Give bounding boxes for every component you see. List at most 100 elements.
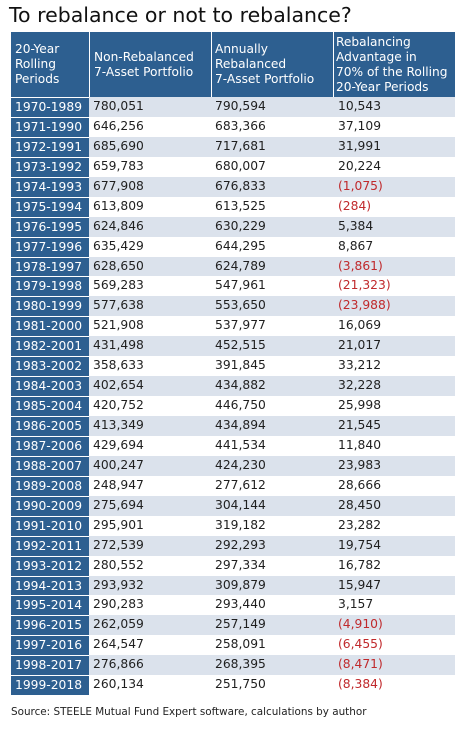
rebalanced-cell: 424,230 (215, 457, 266, 472)
period-cell: 1991-2010 (11, 515, 89, 536)
advantage-cell: (284) (338, 198, 372, 213)
table-row: 1978-1997 628,650 624,789 (3,861) (11, 256, 455, 277)
header-non-rebalanced: Non-Rebalanced 7-Asset Portfolio (94, 49, 194, 79)
table-row: 1976-1995 624,846 630,229 5,384 (11, 216, 455, 237)
advantage-cell: 11,840 (338, 437, 382, 452)
advantage-cell: 28,666 (338, 477, 382, 492)
period-cell: 1973-1992 (11, 156, 89, 177)
advantage-cell: (8,471) (338, 657, 383, 672)
table-row: 1975-1994 613,809 613,525 (284) (11, 196, 455, 217)
advantage-cell: 23,282 (338, 517, 382, 532)
rebalanced-cell: 257,149 (215, 617, 266, 632)
advantage-cell: 3,157 (338, 597, 374, 612)
header-divider (333, 32, 334, 97)
non-rebalanced-cell: 521,908 (93, 318, 144, 333)
chart-title: To rebalance or not to rebalance? (9, 3, 352, 27)
table-row: 1997-2016 264,547 258,091 (6,455) (11, 635, 455, 656)
table-row: 1995-2014 290,283 293,440 3,157 (11, 595, 455, 616)
non-rebalanced-cell: 275,694 (93, 497, 144, 512)
rebalanced-cell: 537,977 (215, 318, 266, 333)
table-row: 1989-2008 248,947 277,612 28,666 (11, 475, 455, 496)
non-rebalanced-cell: 276,866 (93, 657, 144, 672)
period-cell: 1983-2002 (11, 356, 89, 377)
period-cell: 1989-2008 (11, 475, 89, 496)
advantage-cell: (6,455) (338, 637, 383, 652)
non-rebalanced-cell: 400,247 (93, 457, 144, 472)
non-rebalanced-cell: 646,256 (93, 118, 144, 133)
period-cell: 1998-2017 (11, 655, 89, 676)
advantage-cell: (8,384) (338, 677, 383, 692)
advantage-cell: 19,754 (338, 537, 382, 552)
advantage-cell: 33,212 (338, 358, 382, 373)
non-rebalanced-cell: 431,498 (93, 338, 144, 353)
period-cell: 1987-2006 (11, 435, 89, 456)
non-rebalanced-cell: 635,429 (93, 238, 144, 253)
rebalanced-cell: 624,789 (215, 258, 266, 273)
non-rebalanced-cell: 290,283 (93, 597, 144, 612)
advantage-cell: (3,861) (338, 258, 383, 273)
rebalanced-cell: 683,366 (215, 118, 266, 133)
non-rebalanced-cell: 577,638 (93, 298, 144, 313)
non-rebalanced-cell: 262,059 (93, 617, 144, 632)
advantage-cell: 15,947 (338, 577, 382, 592)
period-cell: 1970-1989 (11, 97, 89, 117)
table-row: 1990-2009 275,694 304,144 28,450 (11, 495, 455, 516)
non-rebalanced-cell: 272,539 (93, 537, 144, 552)
non-rebalanced-cell: 293,932 (93, 577, 144, 592)
non-rebalanced-cell: 264,547 (93, 637, 144, 652)
period-cell: 1994-2013 (11, 575, 89, 596)
rebalanced-cell: 676,833 (215, 178, 266, 193)
non-rebalanced-cell: 569,283 (93, 278, 144, 293)
non-rebalanced-cell: 685,690 (93, 138, 144, 153)
period-cell: 1990-2009 (11, 495, 89, 516)
non-rebalanced-cell: 402,654 (93, 378, 144, 393)
non-rebalanced-cell: 780,051 (93, 99, 144, 113)
non-rebalanced-cell: 429,694 (93, 437, 144, 452)
non-rebalanced-cell: 420,752 (93, 398, 144, 413)
rebalanced-cell: 547,961 (215, 278, 266, 293)
table-row: 1991-2010 295,901 319,182 23,282 (11, 515, 455, 536)
advantage-cell: 25,998 (338, 398, 382, 413)
table-row: 1971-1990 646,256 683,366 37,109 (11, 116, 455, 137)
rebalanced-cell: 297,334 (215, 557, 266, 572)
rebalanced-cell: 309,879 (215, 577, 266, 592)
period-cell: 1982-2001 (11, 336, 89, 357)
rebalanced-cell: 446,750 (215, 398, 266, 413)
period-cell: 1986-2005 (11, 416, 89, 436)
period-cell: 1981-2000 (11, 316, 89, 337)
source-note: Source: STEELE Mutual Fund Expert softwa… (11, 706, 367, 718)
table-row: 1985-2004 420,752 446,750 25,998 (11, 396, 455, 416)
table-header: 20-Year Rolling Periods Non-Rebalanced 7-As… (11, 32, 455, 97)
rebalanced-cell: 304,144 (215, 497, 266, 512)
rebalanced-cell: 613,525 (215, 198, 266, 213)
table-row: 1970-1989 780,051 790,594 10,543 (11, 97, 455, 117)
table-row: 1974-1993 677,908 676,833 (1,075) (11, 176, 455, 197)
rebalanced-cell: 258,091 (215, 637, 266, 652)
non-rebalanced-cell: 260,134 (93, 677, 144, 692)
advantage-cell: 5,384 (338, 218, 374, 233)
table-row: 1984-2003 402,654 434,882 32,228 (11, 376, 455, 397)
rebalanced-cell: 553,650 (215, 298, 266, 313)
advantage-cell: 23,983 (338, 457, 382, 472)
rebalanced-cell: 630,229 (215, 218, 266, 233)
table-row: 1972-1991 685,690 717,681 31,991 (11, 136, 455, 157)
rebalanced-cell: 268,395 (215, 657, 266, 672)
table-row: 1980-1999 577,638 553,650 (23,988) (11, 296, 455, 317)
period-cell: 1974-1993 (11, 176, 89, 197)
period-cell: 1971-1990 (11, 116, 89, 137)
rebalanced-cell: 452,515 (215, 338, 266, 353)
advantage-cell: 16,069 (338, 318, 382, 333)
non-rebalanced-cell: 248,947 (93, 477, 144, 492)
header-rebalancing-advantage: Rebalancing Advantage in 70% of the Rollin… (336, 34, 448, 94)
table-row: 1999-2018 260,134 251,750 (8,384) (11, 675, 455, 696)
advantage-cell: 21,017 (338, 338, 382, 353)
rebalanced-cell: 251,750 (215, 677, 266, 692)
period-cell: 1979-1998 (11, 276, 89, 297)
table-row: 1993-2012 280,552 297,334 16,782 (11, 555, 455, 576)
period-cell: 1977-1996 (11, 236, 89, 257)
table-row: 1977-1996 635,429 644,295 8,867 (11, 236, 455, 257)
period-cell: 1976-1995 (11, 216, 89, 237)
rebalanced-cell: 717,681 (215, 138, 266, 153)
advantage-cell: 32,228 (338, 378, 382, 393)
rebalanced-cell: 790,594 (215, 99, 266, 113)
